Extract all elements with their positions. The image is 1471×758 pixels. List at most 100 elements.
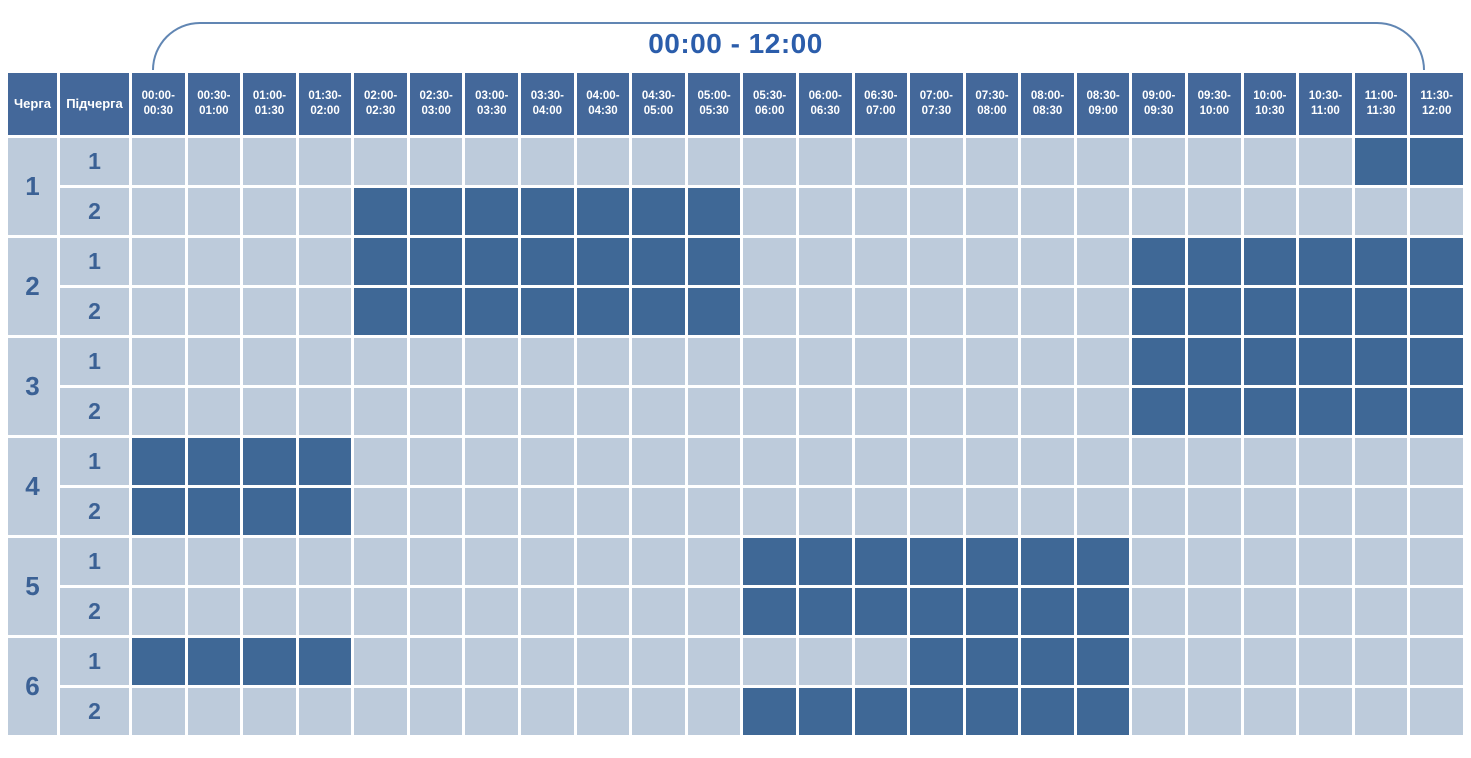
power-on-cell [1299, 188, 1352, 235]
power-on-cell [1076, 338, 1130, 385]
power-on-cell [910, 488, 963, 535]
subqueue-number: 1 [60, 538, 129, 585]
power-on-cell [354, 488, 407, 535]
outage-cell [1187, 288, 1241, 335]
power-on-cell [632, 688, 685, 735]
time-slot-header: 01:30- 02:00 [298, 73, 352, 135]
outage-cell [1132, 388, 1185, 435]
power-on-cell [132, 538, 185, 585]
time-slot-header: 02:30- 03:00 [409, 73, 463, 135]
power-on-cell [243, 238, 296, 285]
power-on-cell [409, 588, 463, 635]
power-on-cell [298, 238, 352, 285]
outage-cell [910, 688, 963, 735]
outage-cell [1243, 288, 1297, 335]
power-on-cell [132, 138, 185, 185]
power-on-cell [354, 538, 407, 585]
subqueue-number: 1 [60, 438, 129, 485]
outage-cell [1410, 388, 1463, 435]
outage-cell [132, 488, 185, 535]
outage-cell [132, 638, 185, 685]
queue-number: 3 [8, 338, 57, 435]
power-on-cell [1021, 488, 1074, 535]
outage-cell [743, 688, 796, 735]
outage-cell [1021, 638, 1074, 685]
power-on-cell [298, 188, 352, 235]
power-on-cell [743, 288, 796, 335]
power-on-cell [1243, 538, 1297, 585]
outage-cell [354, 238, 407, 285]
power-on-cell [409, 638, 463, 685]
power-on-cell [1076, 438, 1130, 485]
subqueue-number: 2 [60, 288, 129, 335]
power-on-cell [521, 438, 574, 485]
outage-cell [1354, 338, 1408, 385]
power-on-cell [1243, 688, 1297, 735]
schedule-row: 2 [8, 488, 1463, 535]
power-on-cell [1243, 638, 1297, 685]
power-on-cell [854, 288, 908, 335]
power-on-cell [521, 388, 574, 435]
time-slot-header: 09:30- 10:00 [1187, 73, 1241, 135]
power-on-cell [798, 388, 852, 435]
power-on-cell [854, 188, 908, 235]
power-on-cell [1132, 638, 1185, 685]
power-on-cell [465, 388, 519, 435]
power-on-cell [243, 388, 296, 435]
power-on-cell [1187, 588, 1241, 635]
power-on-cell [576, 638, 630, 685]
outage-cell [354, 188, 407, 235]
outage-cell [187, 638, 241, 685]
queue-number: 5 [8, 538, 57, 635]
power-on-cell [132, 688, 185, 735]
time-slot-header: 11:00- 11:30 [1354, 73, 1408, 135]
power-on-cell [1187, 538, 1241, 585]
time-slot-header: 02:00- 02:30 [354, 73, 407, 135]
outage-cell [465, 188, 519, 235]
power-on-cell [132, 188, 185, 235]
outage-cell [187, 488, 241, 535]
power-on-cell [409, 388, 463, 435]
title-band: 00:00 - 12:00 [0, 0, 1471, 70]
outage-cell [1076, 638, 1130, 685]
power-on-cell [910, 238, 963, 285]
outage-cell [1299, 238, 1352, 285]
outage-cell [521, 238, 574, 285]
queue-number: 1 [8, 138, 57, 235]
header-row: Черга Підчерга 00:00- 00:30 00:30- 01:00 01:00… [8, 73, 1463, 135]
power-on-cell [687, 388, 741, 435]
power-on-cell [687, 338, 741, 385]
power-on-cell [576, 388, 630, 435]
power-on-cell [1187, 138, 1241, 185]
power-on-cell [243, 338, 296, 385]
power-on-cell [1021, 338, 1074, 385]
time-slot-header: 07:30- 08:00 [965, 73, 1019, 135]
power-on-cell [1299, 638, 1352, 685]
power-on-cell [1299, 138, 1352, 185]
power-on-cell [687, 638, 741, 685]
outage-cell [409, 288, 463, 335]
power-on-cell [1410, 488, 1463, 535]
outage-cell [298, 438, 352, 485]
outage-cell [965, 588, 1019, 635]
power-on-cell [1076, 138, 1130, 185]
outage-cell [1410, 288, 1463, 335]
outage-cell [1243, 338, 1297, 385]
power-on-cell [243, 288, 296, 335]
outage-cell [854, 538, 908, 585]
time-slot-header: 04:30- 05:00 [632, 73, 685, 135]
power-on-cell [687, 138, 741, 185]
power-on-cell [1132, 538, 1185, 585]
outage-cell [465, 288, 519, 335]
time-slot-header: 00:30- 01:00 [187, 73, 241, 135]
power-on-cell [632, 338, 685, 385]
power-on-cell [1299, 488, 1352, 535]
power-on-cell [798, 488, 852, 535]
power-on-cell [187, 138, 241, 185]
power-on-cell [409, 488, 463, 535]
power-on-cell [632, 638, 685, 685]
